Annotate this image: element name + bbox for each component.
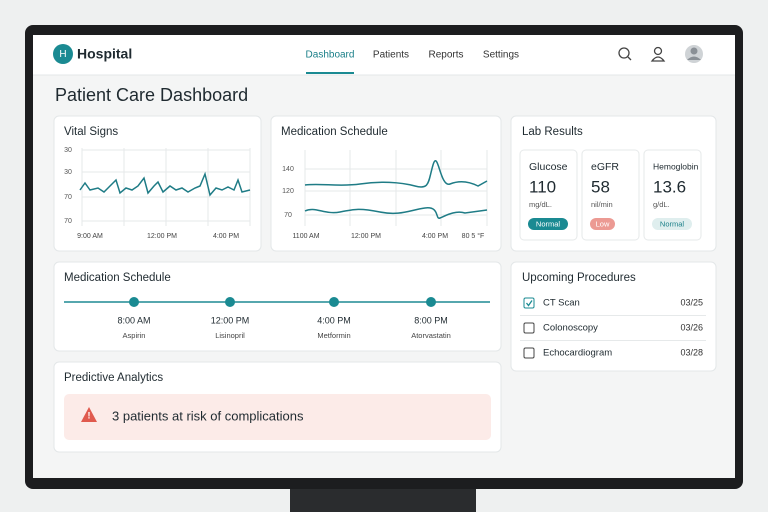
search-icon-handle [627, 56, 632, 61]
procedure-date: 03/25 [680, 297, 703, 307]
lab-test-name: eGFR [591, 161, 619, 173]
procedure-name: Colonoscopy [543, 323, 598, 334]
alert-box [64, 394, 491, 440]
medication-schedule-card [53, 261, 502, 352]
monitor-stand [290, 486, 476, 512]
lab-test-card [643, 149, 702, 241]
dose-time: 8:00 PM [414, 315, 448, 325]
y-label: 120 [282, 188, 294, 195]
lab-test-value: 110 [529, 177, 556, 196]
card-title: Medication Schedule [64, 272, 171, 284]
procedure-date: 03/26 [680, 322, 703, 332]
status-badge [652, 218, 692, 230]
card-title: Upcoming Procedures [522, 272, 636, 284]
dose-drug: Lisinopril [215, 331, 245, 340]
page-title: Patient Care Dashboard [55, 85, 248, 105]
lab-test-name: Hemoglobin [653, 161, 699, 171]
y-label: 30 [64, 147, 72, 154]
search-icon[interactable] [618, 47, 630, 59]
timeline-dot [426, 297, 436, 307]
dose-time: 8:00 AM [117, 315, 150, 325]
warning-mark: ! [88, 410, 91, 420]
y-label: 30 [64, 169, 72, 176]
dose-drug: Atorvastatin [411, 331, 451, 340]
brand: Hospital [77, 46, 132, 62]
checkbox[interactable] [523, 297, 535, 309]
dose-time: 12:00 PM [211, 315, 250, 325]
card-title: Lab Results [522, 126, 583, 138]
lab-test-unit: g/dL. [653, 200, 670, 209]
y-label: 70 [284, 212, 292, 219]
lab-test-value: 58 [591, 177, 610, 196]
nav-bar [33, 35, 735, 75]
timeline-dot [129, 297, 139, 307]
dose-drug: Aspirin [123, 331, 146, 340]
timeline-dot [225, 297, 235, 307]
lab-test-name: Glucose [529, 161, 568, 173]
x-label: 4:00 PM [422, 233, 448, 240]
procedure-name: Echocardiogram [543, 348, 612, 359]
x-label: 12:00 PM [351, 233, 381, 240]
y-label: 70 [64, 218, 72, 225]
logo [53, 44, 73, 64]
procedure-date: 03/28 [680, 347, 703, 357]
lab-test-unit: nil/min [591, 200, 613, 209]
user-icon[interactable] [653, 46, 663, 56]
nav-item[interactable]: Settings [483, 50, 519, 61]
dose-time: 4:00 PM [317, 315, 351, 325]
card-title: Predictive Analytics [64, 372, 163, 384]
vital-grid [81, 148, 251, 226]
lab-test-unit: mg/dL. [529, 200, 552, 209]
x-label: 80 5 °F [462, 232, 485, 240]
status-label: Low [596, 219, 610, 228]
checkmark [525, 300, 533, 307]
nav-item[interactable]: Dashboard [306, 50, 355, 61]
x-label: 4:00 PM [213, 233, 239, 240]
avatar-head [690, 47, 698, 55]
procedures-card [510, 261, 717, 372]
procedure-name: CT Scan [543, 298, 580, 309]
avatar-body [687, 56, 701, 60]
medication-line-upper [304, 160, 488, 188]
y-label: 70 [64, 194, 72, 201]
vital-line [79, 171, 251, 197]
timeline-dot [329, 297, 339, 307]
dose-drug: Metformin [317, 331, 350, 340]
x-label: 1100 AM [292, 233, 319, 240]
logo-initial: H [59, 49, 66, 60]
status-badge [528, 218, 568, 230]
status-badge [590, 218, 615, 230]
x-label: 9:00 AM [77, 233, 103, 240]
status-label: Normal [660, 219, 685, 228]
x-label: 12:00 PM [147, 233, 177, 240]
status-label: Normal [536, 219, 561, 228]
user-icon-body [650, 56, 666, 62]
warning-icon [81, 407, 97, 422]
checkbox[interactable] [523, 347, 535, 359]
y-label: 140 [282, 166, 294, 173]
card-title: Vital Signs [64, 126, 118, 138]
checkbox[interactable] [523, 322, 535, 334]
medication-grid [304, 150, 488, 226]
medication-line-lower [304, 207, 488, 219]
nav-item[interactable]: Reports [428, 50, 463, 61]
card-title: Medication Schedule [281, 126, 388, 138]
nav-active-underline [306, 72, 354, 74]
lab-test-value: 13.6 [653, 177, 686, 196]
alert-text: 3 patients at risk of complications [112, 408, 304, 423]
nav-item[interactable]: Patients [373, 50, 409, 61]
nav-icons [618, 46, 666, 62]
lab-test-card [519, 149, 578, 241]
lab-test-card [581, 149, 640, 241]
